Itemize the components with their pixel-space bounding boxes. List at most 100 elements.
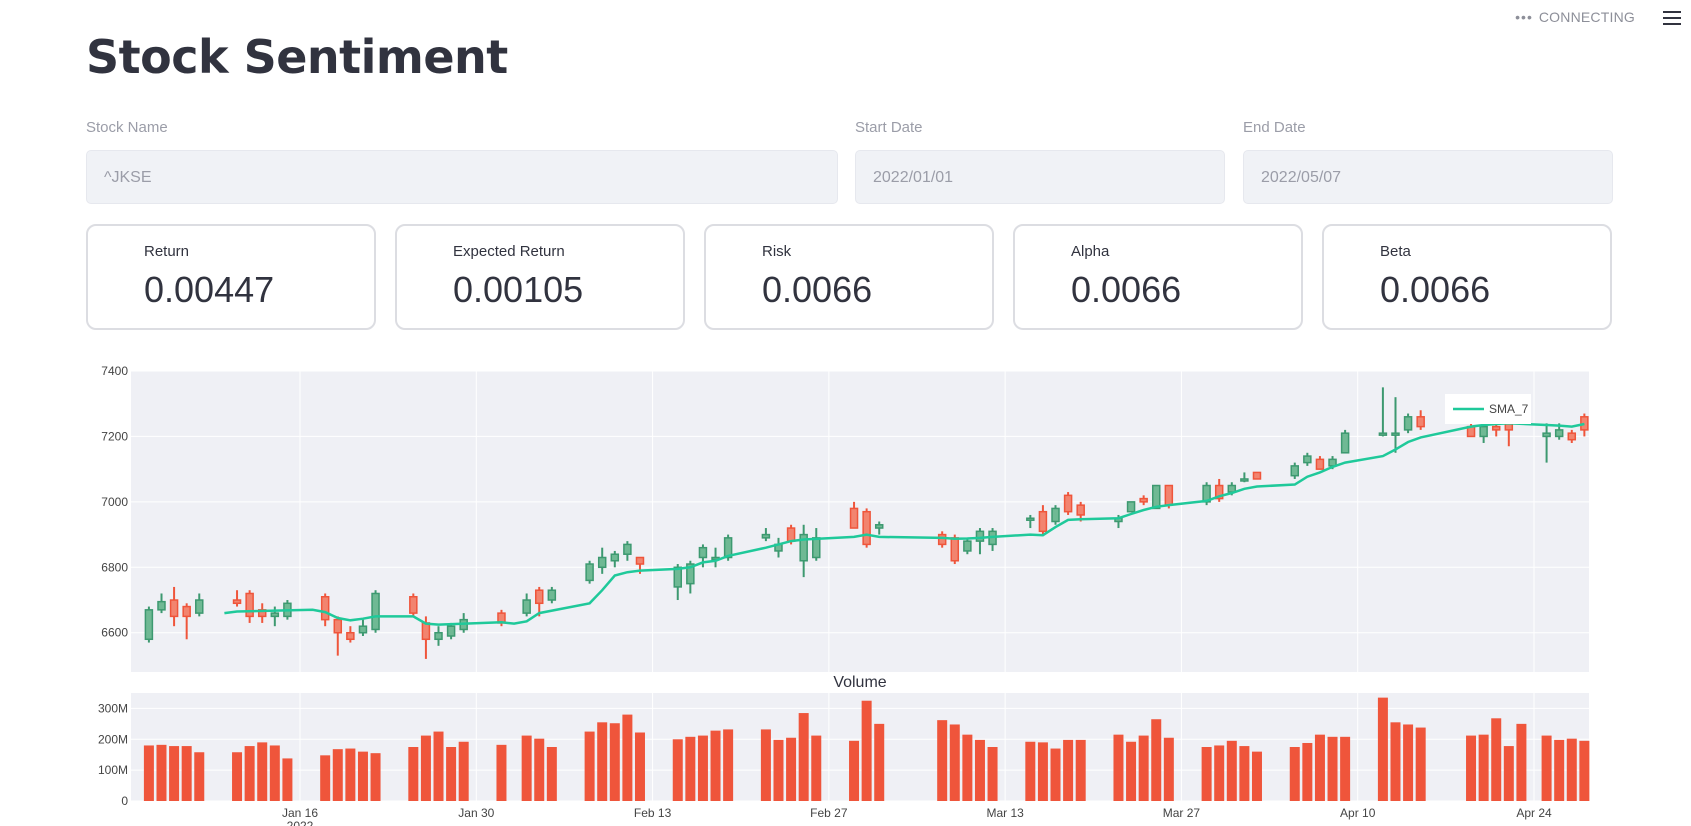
price-y-tick-label: 6800 [101, 560, 128, 574]
volume-bar [194, 752, 205, 801]
volume-bar [1151, 719, 1162, 801]
candle-decreasing [950, 537, 960, 562]
metric-card-beta: Beta 0.0066 [1322, 224, 1612, 330]
volume-bar [710, 730, 721, 801]
volume-bar [1340, 736, 1351, 801]
volume-y-tick-label: 0 [121, 794, 128, 808]
volume-bar [962, 734, 973, 801]
volume-bar [634, 732, 645, 801]
candle-increasing [812, 537, 821, 559]
volume-bar [181, 746, 192, 801]
volume-bar [282, 758, 293, 801]
candle-increasing [1340, 432, 1350, 454]
volume-bar [584, 731, 595, 801]
x-tick-label: Apr 24 [1516, 806, 1552, 820]
candle-increasing [1403, 416, 1413, 431]
volume-bar [974, 739, 985, 801]
end-date-input[interactable]: 2022/05/07 [1243, 150, 1613, 204]
volume-bar [760, 729, 771, 801]
volume-bar [420, 735, 431, 801]
candle-decreasing [1491, 425, 1501, 431]
volume-bar [1251, 751, 1262, 801]
candle-increasing [610, 553, 620, 562]
x-tick-label: Feb 13 [634, 806, 672, 820]
volume-bar [1390, 722, 1401, 801]
stock-name-input[interactable]: ^JKSE [86, 150, 838, 204]
volume-bar [446, 747, 457, 801]
volume-bar [332, 749, 343, 801]
candle-increasing [522, 599, 531, 614]
candle-decreasing [169, 599, 179, 618]
status-dots-icon: ••• [1515, 9, 1533, 25]
volume-bar [143, 745, 154, 801]
x-tick-label: Mar 13 [986, 806, 1024, 820]
candle-decreasing [346, 631, 355, 641]
candle-increasing [975, 530, 985, 542]
volume-bar [1579, 740, 1590, 801]
metric-value: 0.00105 [453, 269, 584, 310]
metric-card-alpha: Alpha 0.0066 [1013, 224, 1303, 330]
volume-bar [1377, 697, 1388, 801]
volume-bar [1163, 737, 1174, 801]
metric-value: 0.0066 [762, 269, 873, 310]
volume-bar [786, 737, 797, 801]
volume-bar [1516, 723, 1527, 801]
volume-bar [269, 745, 280, 801]
candle-decreasing [245, 592, 254, 618]
metric-label: Expected Return [453, 243, 565, 260]
candle-increasing [270, 612, 280, 618]
volume-bar [1214, 745, 1225, 801]
candle-increasing [434, 631, 443, 641]
price-y-tick-label: 7400 [101, 364, 128, 378]
candle-increasing [1554, 429, 1564, 438]
candle-increasing [195, 599, 204, 614]
candle-increasing [371, 592, 380, 631]
connection-status: ••• CONNECTING [1515, 9, 1635, 25]
candle-decreasing [320, 596, 330, 621]
candle-increasing [597, 556, 607, 569]
volume-bar [1403, 724, 1414, 801]
volume-bar [685, 736, 696, 801]
volume-bar [1226, 740, 1237, 801]
candle-decreasing [862, 510, 871, 546]
candle-decreasing [1063, 494, 1073, 513]
volume-bar [257, 742, 268, 801]
candle-increasing [874, 524, 884, 529]
start-date-input[interactable]: 2022/01/01 [855, 150, 1225, 204]
candle-decreasing [786, 527, 796, 542]
price-y-tick-label: 6600 [101, 626, 128, 640]
volume-bar [1478, 734, 1489, 801]
candle-increasing [1479, 425, 1488, 438]
candle-increasing [1378, 432, 1388, 436]
volume-bar [1126, 741, 1137, 801]
candle-decreasing [1214, 484, 1224, 500]
volume-bar [697, 735, 708, 801]
volume-bar [1063, 739, 1074, 801]
volume-bar [723, 729, 734, 801]
x-tick-label: Jan 16 [282, 806, 318, 820]
volume-bar [1466, 735, 1477, 801]
volume-bar [156, 744, 167, 801]
candle-decreasing [1038, 510, 1048, 533]
volume-bar [408, 747, 419, 801]
volume-bar [1327, 736, 1338, 801]
metric-label: Alpha [1071, 243, 1110, 260]
candle-decreasing [1076, 504, 1085, 516]
page-title: Stock Sentiment [86, 30, 508, 84]
volume-y-tick-label: 200M [98, 732, 128, 746]
candle-decreasing [534, 589, 544, 605]
volume-bar [1239, 746, 1250, 801]
candle-increasing [1151, 484, 1161, 510]
candle-increasing [157, 600, 166, 611]
volume-bar [345, 748, 356, 801]
volume-bar [1415, 727, 1426, 801]
volume-bar [1302, 742, 1313, 801]
metric-label: Risk [762, 243, 792, 260]
hamburger-menu-icon[interactable] [1663, 11, 1681, 25]
volume-bar [496, 744, 507, 801]
candle-decreasing [849, 507, 859, 529]
candle-decreasing [421, 622, 431, 641]
volume-bar [1025, 741, 1036, 801]
candle-decreasing [333, 618, 343, 634]
